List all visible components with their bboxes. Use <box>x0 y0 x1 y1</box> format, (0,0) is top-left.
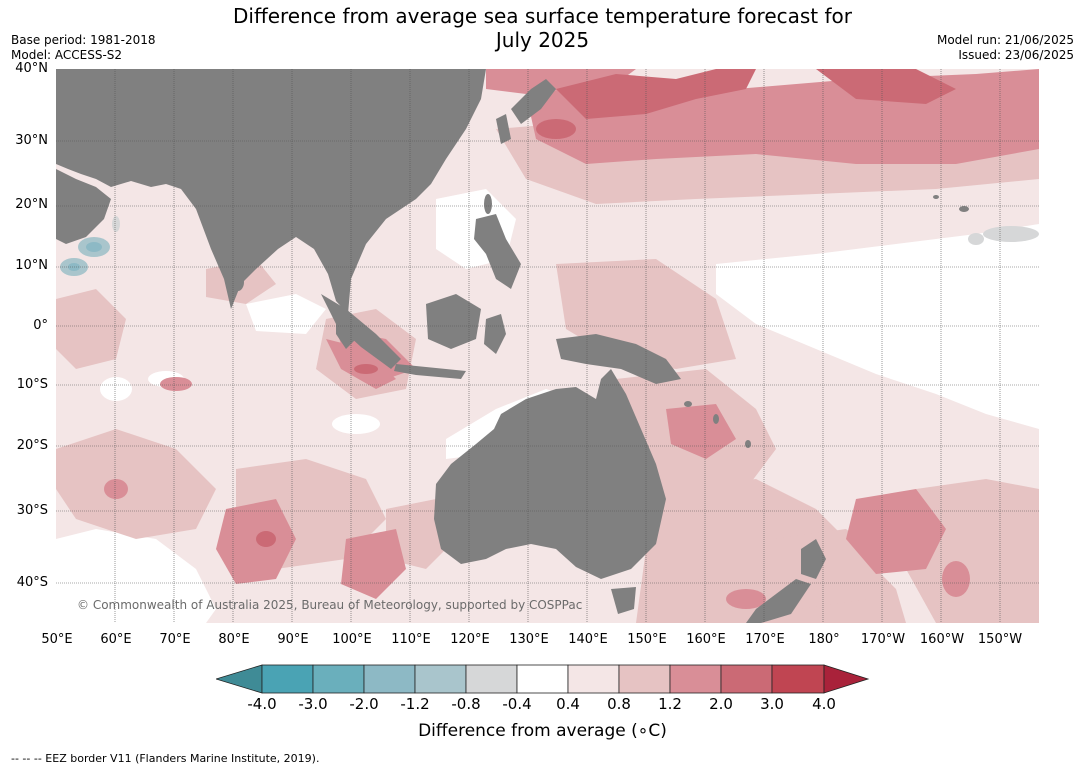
lat-label-10n: 10°N <box>15 258 48 273</box>
lon-label-140e: 140°E <box>568 632 608 647</box>
model-name: Model: ACCESS-S2 <box>11 48 123 62</box>
anomaly-blue-areas <box>60 216 1039 276</box>
colorbar-swatch-3 <box>363 664 416 694</box>
colorbar-tick-4: -0.8 <box>451 695 481 713</box>
lat-label-20n: 20°N <box>15 197 48 212</box>
title-line-2: July 2025 <box>495 28 590 52</box>
colorbar-tick-9: 2.0 <box>709 695 733 713</box>
colorbar-swatch-5 <box>465 664 518 694</box>
colorbar-swatch-12 <box>823 664 870 694</box>
colorbar-tick-6: 0.4 <box>556 695 580 713</box>
graticule <box>56 69 1039 623</box>
eez-footnote: -- -- -- EEZ border V11 (Flanders Marine… <box>11 752 320 765</box>
lon-label-170e: 170°E <box>745 632 785 647</box>
sst-anomaly-map[interactable] <box>56 69 1039 623</box>
lon-label-170w: 170°W <box>860 632 906 647</box>
title-line-1: Difference from average sea surface temp… <box>232 4 852 28</box>
lat-label-40n: 40°N <box>15 61 48 76</box>
lon-label-50e: 50°E <box>41 632 73 647</box>
copyright-notice: © Commonwealth of Australia 2025, Bureau… <box>77 598 583 612</box>
model-info: Base period: 1981-2018 Model: ACCESS-S2 <box>11 33 156 63</box>
colorbar-tick-7: 0.8 <box>607 695 631 713</box>
colorbar-swatch-2 <box>312 664 365 694</box>
lon-label-180: 180° <box>808 632 840 647</box>
lat-label-40s: 40°S <box>16 575 48 590</box>
colorbar-swatch-1 <box>261 664 314 694</box>
colorbar-tick-0: -4.0 <box>247 695 277 713</box>
lon-label-70e: 70°E <box>159 632 191 647</box>
lon-label-100e: 100°E <box>332 632 372 647</box>
colorbar-label: Difference from average (∘C) <box>418 721 667 741</box>
run-info: Model run: 21/06/2025 Issued: 23/06/2025 <box>937 33 1074 63</box>
issued-date: Issued: 23/06/2025 <box>958 48 1074 62</box>
lon-label-150w: 150°W <box>977 632 1023 647</box>
land-masses <box>56 69 969 623</box>
colorbar-tick-3: -1.2 <box>400 695 430 713</box>
lon-label-150e: 150°E <box>627 632 667 647</box>
lon-label-60e: 60°E <box>100 632 132 647</box>
lon-label-120e: 120°E <box>450 632 490 647</box>
colorbar-swatch-11 <box>771 664 825 694</box>
colorbar-tick-11: 4.0 <box>812 695 836 713</box>
lon-label-110e: 110°E <box>391 632 431 647</box>
colorbar-swatch-6 <box>516 664 569 694</box>
lon-label-130e: 130°E <box>509 632 549 647</box>
colorbar <box>216 664 870 694</box>
colorbar-swatch-8 <box>618 664 671 694</box>
colorbar-swatch-10 <box>720 664 773 694</box>
colorbar-swatch-0 <box>216 664 263 694</box>
colorbar-tick-10: 3.0 <box>760 695 784 713</box>
anomaly-red-areas <box>256 69 956 547</box>
colorbar-swatch-4 <box>414 664 467 694</box>
lat-label-30s: 30°S <box>16 503 48 518</box>
colorbar-tick-2: -2.0 <box>349 695 379 713</box>
model-run: Model run: 21/06/2025 <box>936 33 1074 47</box>
lon-label-160w: 160°W <box>919 632 965 647</box>
lon-label-160e: 160°E <box>686 632 726 647</box>
colorbar-swatch-9 <box>669 664 722 694</box>
colorbar-tick-5: -0.4 <box>502 695 532 713</box>
base-period: Base period: 1981-2018 <box>11 33 156 47</box>
colorbar-tick-1: -3.0 <box>298 695 328 713</box>
lon-label-90e: 90°E <box>277 632 309 647</box>
colorbar-tick-8: 1.2 <box>658 695 682 713</box>
colorbar-swatch-7 <box>567 664 620 694</box>
map-title: Difference from average sea surface temp… <box>0 4 1085 52</box>
lat-label-equator: 0° <box>33 318 48 333</box>
lon-label-80e: 80°E <box>218 632 250 647</box>
lat-label-10s: 10°S <box>16 377 48 392</box>
lat-label-30n: 30°N <box>15 133 48 148</box>
lat-label-20s: 20°S <box>16 438 48 453</box>
